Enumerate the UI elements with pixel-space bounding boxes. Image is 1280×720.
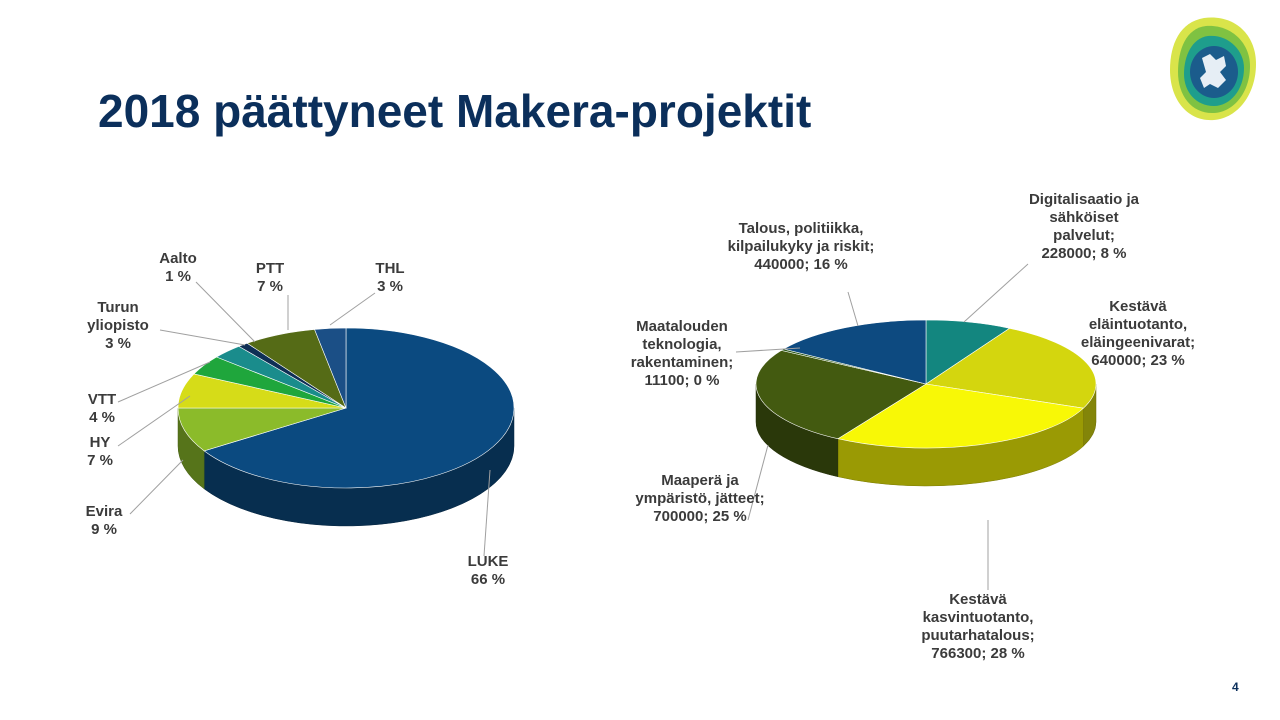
- pie-chart-organizations: LUKE 66 % Evira 9 % HY 7 % VTT 4 % Turun yliopist…: [86, 250, 515, 588]
- pie-slice-2: [925, 327, 1097, 409]
- leader-line-6: [195, 281, 256, 343]
- leader-line-1: [483, 469, 491, 557]
- pie-slice-1: [203, 327, 515, 489]
- leader-line-4: [117, 361, 211, 403]
- pie-slice-8: [314, 327, 347, 409]
- pie-slice-1: [925, 319, 1011, 385]
- data-label-6: Talous, politiikka, kilpailukyky ja riski…: [728, 220, 875, 273]
- leader-line-2: [129, 459, 184, 515]
- page-number: 4: [1232, 680, 1239, 694]
- data-label-3: Kestävä kasvintuotanto, puutarhatalous; 766…: [921, 591, 1034, 662]
- leader-line-8: [329, 292, 376, 326]
- leader-line-3: [117, 395, 191, 447]
- pie-slice-3: [837, 383, 1085, 449]
- data-label-2: Evira 9 %: [86, 503, 123, 538]
- data-label-6: Aalto 1 %: [159, 250, 197, 285]
- leader-line-1: [963, 263, 1029, 323]
- pie-slice-4: [755, 350, 927, 440]
- pie-slice-2: [177, 407, 347, 452]
- data-label-1: LUKE 66 %: [468, 553, 509, 588]
- leader-line-5: [735, 347, 801, 353]
- data-label-5: Turun yliopisto 3 %: [87, 299, 149, 352]
- data-label-7: PTT 7 %: [256, 260, 284, 295]
- pie-slice-6: [782, 319, 927, 385]
- leader-line-4: [747, 444, 769, 521]
- data-label-4: Maaperä ja ympäristö, jätteet; 700000; 25 …: [635, 472, 764, 525]
- data-label-3: HY 7 %: [87, 434, 113, 469]
- data-label-8: THL 3 %: [375, 260, 404, 295]
- data-label-2: Kestävä eläintuotanto, eläingeenivarat; 640…: [1081, 298, 1195, 369]
- leader-line-6: [847, 291, 859, 327]
- data-label-4: VTT 4 %: [88, 391, 116, 426]
- leader-line-5: [159, 329, 246, 346]
- data-label-1: Digitalisaatio ja sähköiset palvelut; 22800…: [1029, 191, 1140, 262]
- data-label-5: Maatalouden teknologia, rakentaminen; 11100…: [631, 318, 734, 389]
- slide-title: 2018 päättyneet Makera-projektit: [98, 85, 812, 137]
- pie-chart-themes: Digitalisaatio ja sähköiset palvelut; 22800…: [631, 191, 1195, 662]
- government-lion-logo: [1170, 17, 1256, 121]
